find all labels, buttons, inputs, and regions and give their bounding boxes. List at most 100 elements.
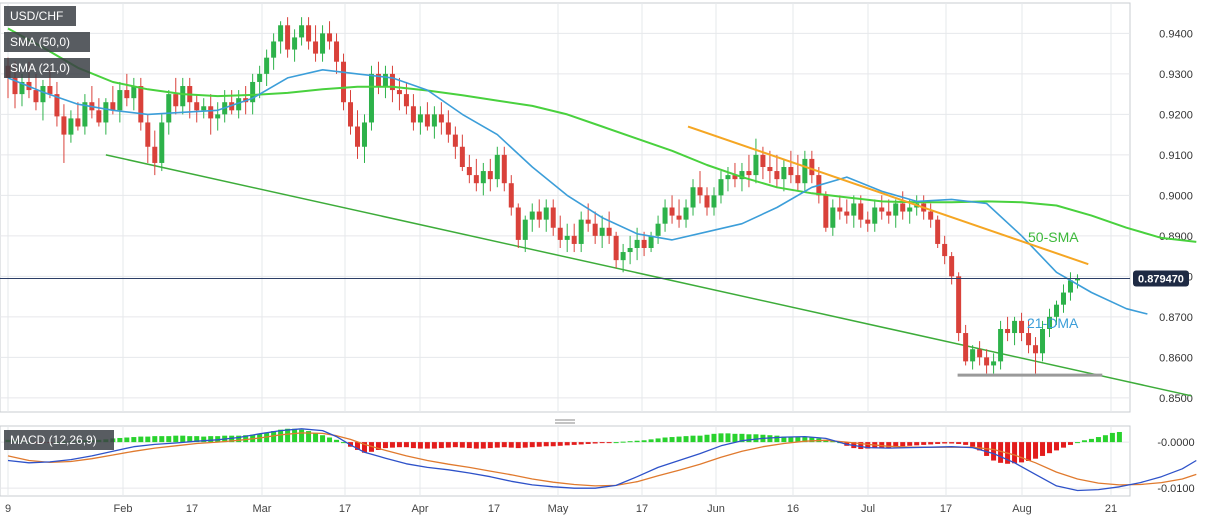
candle-body: [313, 41, 319, 54]
candle-body: [501, 154, 507, 184]
candle-body: [40, 86, 46, 103]
candle-body: [194, 102, 200, 111]
macd-histogram-bar: [1060, 442, 1066, 448]
candle-body: [627, 247, 633, 253]
macd-histogram-bar: [1109, 432, 1115, 443]
legend-sma-50-box[interactable]: [4, 32, 90, 52]
macd-histogram-bar: [711, 433, 717, 443]
macd-histogram-bar: [753, 434, 759, 443]
macd-histogram-bar: [508, 442, 514, 448]
support-trendline: [105, 154, 1192, 397]
legend-symbol-box[interactable]: [4, 6, 76, 26]
macd-histogram-bar: [180, 435, 186, 443]
candle-body: [431, 114, 437, 127]
macd-histogram-bar: [536, 442, 542, 447]
legend-sma-21-box[interactable]: [4, 58, 90, 78]
candle-body: [236, 98, 242, 111]
macd-histogram-bar: [494, 442, 500, 448]
candle-body: [704, 195, 710, 208]
macd-histogram-bar: [557, 442, 563, 446]
candle-body: [54, 94, 60, 117]
macd-histogram-bar: [1019, 442, 1025, 463]
macd-histogram-bar: [417, 442, 423, 449]
y-tick-label: 0.8500: [1159, 393, 1193, 405]
candle-body: [459, 146, 465, 168]
macd-histogram-bar: [159, 436, 165, 443]
candle-body: [355, 126, 360, 147]
candle-body: [466, 167, 472, 176]
candle-body: [802, 158, 808, 184]
candle-body: [33, 90, 39, 103]
candle-body: [180, 86, 186, 107]
macd-histogram-bar: [117, 437, 123, 443]
candle-body: [396, 90, 402, 95]
candle-body: [732, 175, 738, 180]
candle-body: [1012, 320, 1018, 334]
macd-histogram-bar: [522, 442, 528, 448]
macd-histogram-bar: [655, 438, 661, 443]
macd-histogram-bar: [802, 437, 808, 443]
candle-body: [1060, 292, 1066, 305]
legend-macd-box[interactable]: [4, 430, 114, 450]
macd-histogram-bar: [746, 434, 752, 443]
macd-histogram-bar: [389, 442, 395, 448]
candle-body: [823, 195, 829, 228]
macd-histogram-bar: [998, 442, 1004, 463]
macd-line: [7, 428, 1197, 492]
macd-histogram-bar: [438, 442, 444, 449]
candle-body: [1040, 328, 1046, 354]
macd-histogram-bar: [334, 439, 340, 443]
x-tick-label: 16: [787, 503, 799, 515]
candle-body: [145, 122, 151, 147]
macd-histogram-bar: [166, 436, 172, 443]
macd-histogram-bar: [278, 429, 284, 443]
y-tick-label: 0.8700: [1159, 312, 1193, 324]
macd-histogram-bar: [795, 437, 801, 443]
candle-body: [208, 106, 214, 119]
x-tick-label: 21: [1105, 503, 1117, 515]
candle-body: [306, 25, 312, 42]
candle-body: [417, 114, 423, 123]
candle-body: [543, 207, 549, 220]
candle-body: [774, 171, 780, 180]
macd-histogram-bar: [487, 442, 493, 449]
candle-body: [61, 116, 67, 135]
candle-body: [257, 73, 263, 82]
candle-body: [201, 106, 207, 111]
candle-body: [662, 207, 668, 224]
y-tick-label: 0.9000: [1159, 190, 1193, 202]
macd-histogram-bar: [627, 441, 633, 443]
candle-body: [991, 361, 997, 366]
macd-histogram-bar: [550, 442, 556, 447]
annotation-21-dma: 21-DMA: [1027, 315, 1079, 331]
candle-body: [271, 41, 277, 58]
candles: [5, 17, 1080, 374]
candle-body: [166, 94, 172, 123]
candle-body: [641, 239, 647, 248]
macd-histogram-bar: [403, 442, 409, 448]
macd-histogram-bar: [606, 442, 612, 444]
candle-body: [522, 219, 528, 240]
candle-body: [1026, 333, 1032, 346]
macd-histogram-bar: [767, 435, 773, 443]
candle-body: [676, 215, 682, 220]
sma-50-line: [7, 27, 1197, 243]
macd-histogram-bar: [382, 442, 388, 449]
macd-histogram-bar: [1012, 442, 1018, 464]
macd-histogram-bar: [830, 441, 836, 443]
candle-body: [634, 239, 640, 248]
macd-histogram-bar: [823, 439, 829, 443]
macd-histogram-bar: [138, 436, 144, 443]
candle-body: [928, 211, 934, 220]
macd-histogram-bar: [529, 442, 535, 448]
macd-histogram-bar: [1095, 437, 1101, 443]
x-tick-label: Apr: [411, 503, 428, 515]
x-tick-label: 17: [488, 503, 500, 515]
macd-histogram-bar: [942, 442, 948, 444]
candle-body: [173, 94, 179, 107]
candle-body: [215, 114, 221, 119]
macd-histogram-bar: [662, 437, 668, 443]
macd-histogram-bar: [585, 442, 591, 444]
macd-histogram-bar: [187, 436, 193, 443]
